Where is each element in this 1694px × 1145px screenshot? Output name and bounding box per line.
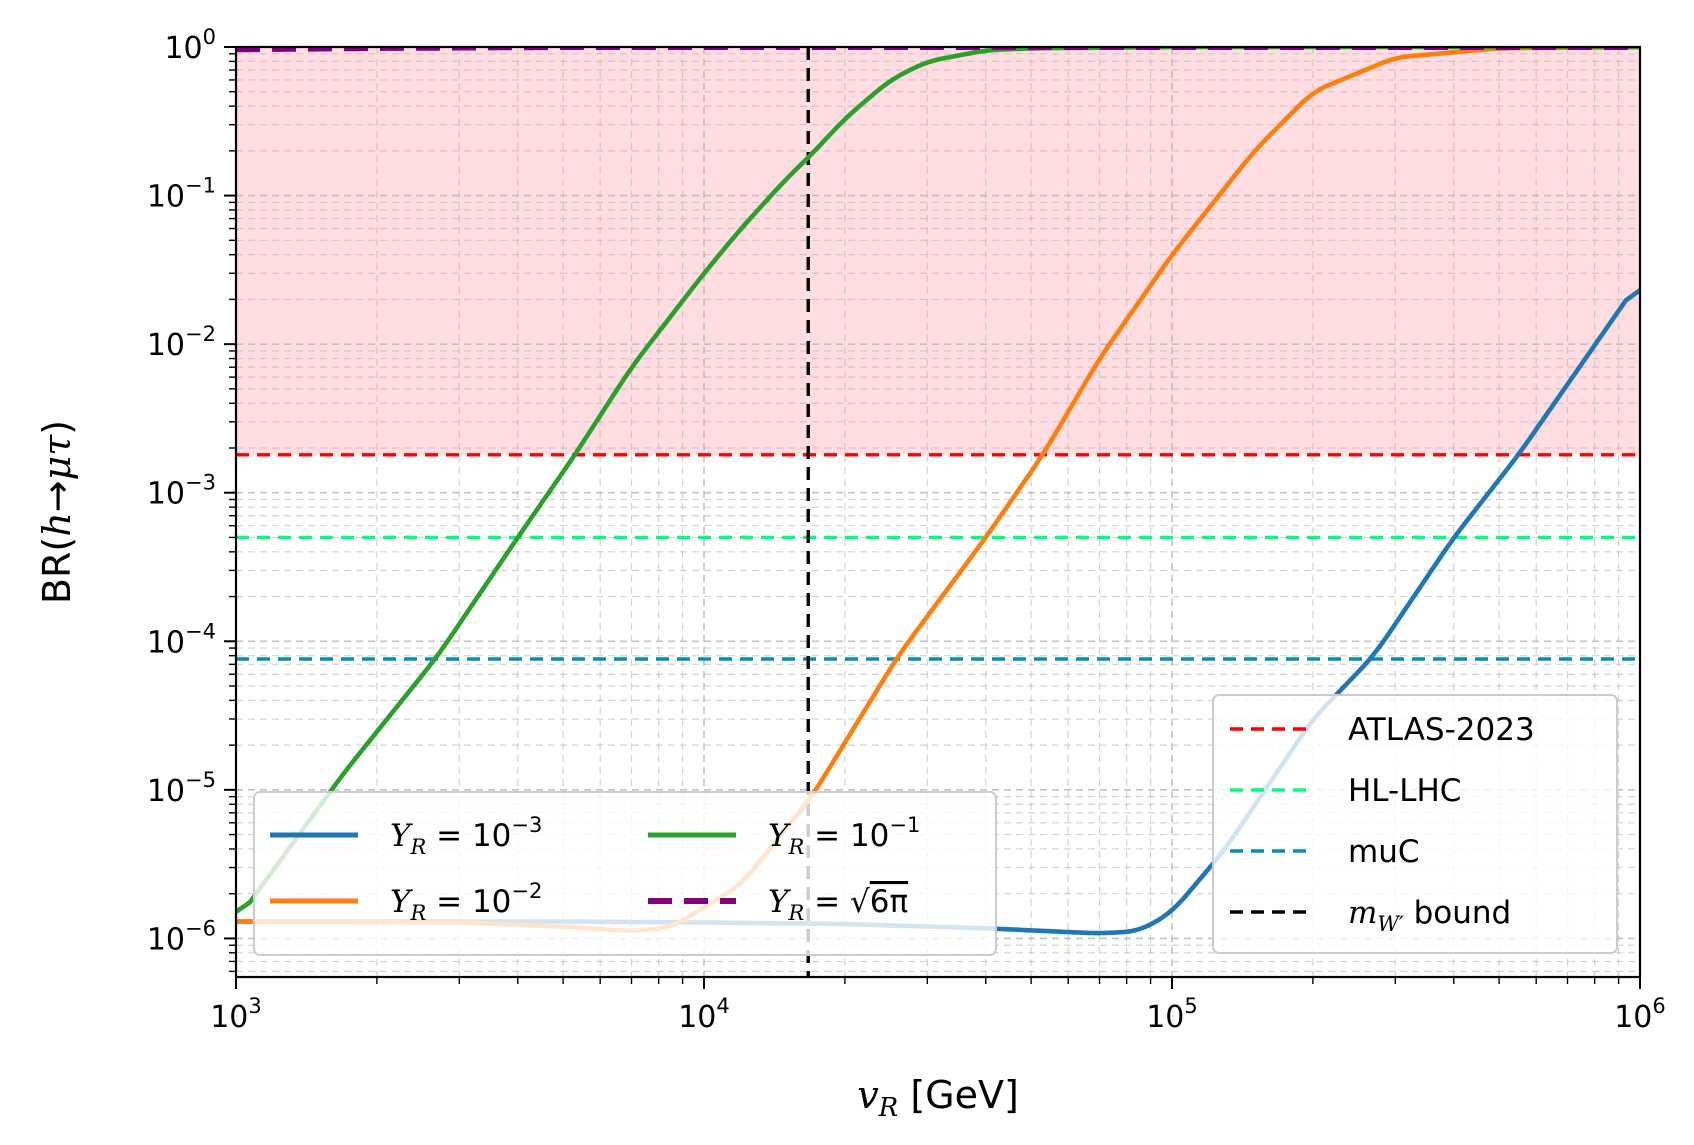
legend-label: YR = 10−3 xyxy=(390,813,542,859)
x-tick-label: 103 xyxy=(210,994,262,1035)
excluded-region xyxy=(236,47,1640,455)
x-axis-label: vR [GeV] xyxy=(857,1073,1019,1123)
x-tick-label: 106 xyxy=(1614,994,1666,1035)
legend-label: mW′ bound xyxy=(1348,895,1511,936)
x-tick-label: 104 xyxy=(678,994,730,1035)
plot-frame xyxy=(234,45,1642,979)
legend-label: YR = 10−2 xyxy=(390,879,542,925)
legend-label: ATLAS-2023 xyxy=(1348,712,1535,748)
series-line-2 xyxy=(236,47,1640,914)
bound-lines xyxy=(236,47,1640,977)
legend-label: YR = √6π xyxy=(768,884,908,925)
y-tick-label: 10−4 xyxy=(147,619,216,660)
legend-label: muC xyxy=(1348,834,1420,870)
x-tick-label: 105 xyxy=(1146,994,1198,1035)
y-tick-label: 10−3 xyxy=(147,471,216,512)
bounds-legend xyxy=(1212,694,1618,954)
y-tick-label: 100 xyxy=(164,25,216,66)
legend-label: YR = 10−1 xyxy=(768,813,920,859)
series-legend xyxy=(253,791,997,956)
y-tick-label: 10−2 xyxy=(147,322,216,363)
y-tick-label: 10−5 xyxy=(147,768,216,809)
axes: 103 104 105 106 10−6 10−5 10−4 10−3 10−2 10−1 100 v… xyxy=(35,25,1666,1123)
y-tick-label: 10−1 xyxy=(147,174,216,215)
y-axis-label: BR(h→μτ) xyxy=(35,420,79,604)
legend-label: HL-LHC xyxy=(1348,773,1461,809)
legends: YR = 10−3 YR = 10−2 YR = 10−1 YR = √6π ATLAS… xyxy=(253,694,1618,956)
y-tick-label: 10−6 xyxy=(147,916,216,957)
